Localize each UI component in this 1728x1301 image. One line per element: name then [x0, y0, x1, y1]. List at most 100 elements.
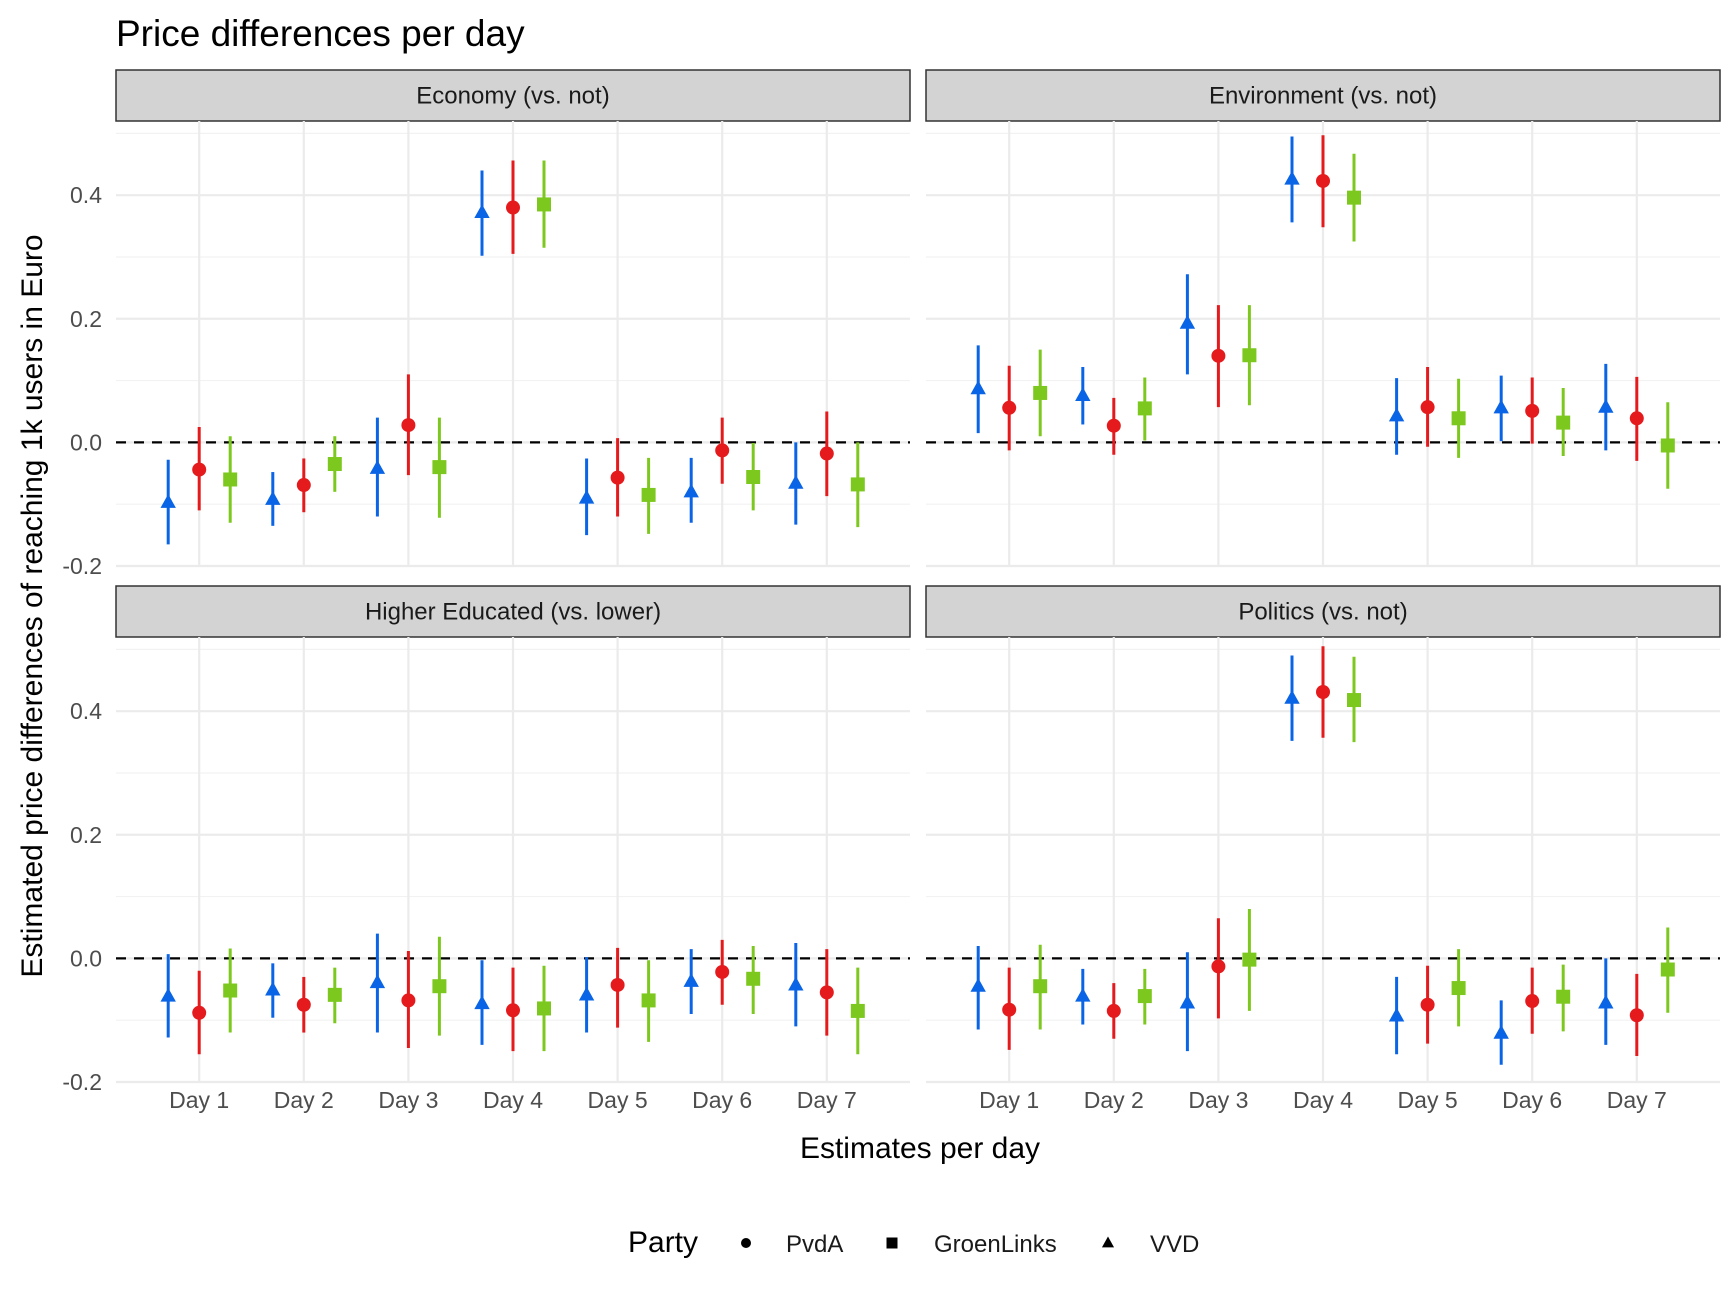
point-pvda: [1420, 997, 1435, 1012]
x-axis-title: Estimates per day: [800, 1132, 1040, 1165]
point-groenlinks: [1033, 385, 1048, 400]
y-tick-label: 0.4: [70, 698, 102, 724]
legend-key-circle-icon: [741, 1238, 751, 1248]
series-vvd: [970, 136, 1614, 455]
point-pvda: [1525, 994, 1540, 1009]
point-pvda: [1211, 959, 1226, 974]
point-groenlinks: [1660, 962, 1675, 977]
y-tick-label: 0.0: [70, 945, 102, 971]
point-groenlinks: [1451, 411, 1466, 426]
point-pvda: [1211, 348, 1226, 363]
x-tick-label: Day 5: [1398, 1087, 1458, 1113]
point-groenlinks: [432, 460, 447, 475]
point-pvda: [715, 964, 730, 979]
panel-economy-vs-not: Economy (vs. not) -0.2 0.0 0.2 0.4: [62, 69, 911, 579]
series-groenlinks: [1033, 153, 1675, 489]
point-vvd: [1493, 1024, 1509, 1039]
point-vvd: [474, 995, 490, 1010]
point-vvd: [1179, 994, 1196, 1009]
point-groenlinks: [1137, 989, 1152, 1004]
point-pvda: [610, 977, 625, 992]
point-groenlinks: [1347, 190, 1361, 205]
point-groenlinks: [641, 487, 656, 502]
point-vvd: [369, 460, 386, 474]
series-vvd: [160, 170, 804, 545]
strip-economy-vs-not: [115, 69, 911, 122]
point-groenlinks: [641, 993, 656, 1008]
panel-environment-vs-not: Environment (vs. not): [925, 69, 1721, 568]
legend-label: VVD: [1150, 1231, 1199, 1258]
point-vvd: [578, 489, 595, 504]
panel-higher-educated-vs-lower: Higher Educated (vs. lower) -0.2 0.0 0.2 0.4…: [62, 585, 911, 1113]
y-tick-label: 0.4: [70, 182, 102, 208]
x-tick-label: Day 2: [1084, 1087, 1144, 1113]
series-pvda: [192, 939, 834, 1055]
point-pvda: [296, 997, 311, 1012]
panel-politics-vs-not: Politics (vs. not) Day 1 Day 2 Day 3 Day 4 Da…: [925, 585, 1721, 1113]
point-pvda: [1629, 411, 1644, 426]
x-tick-label: Day 1: [169, 1087, 229, 1113]
point-groenlinks: [537, 197, 551, 212]
point-pvda: [819, 446, 834, 461]
series-vvd: [160, 933, 804, 1045]
point-pvda: [1629, 1008, 1644, 1023]
legend-item-vvd: VVD: [1101, 1231, 1199, 1258]
strip-politics-vs-not: [925, 585, 1721, 638]
x-tick-label: Day 1: [979, 1087, 1039, 1113]
point-pvda: [296, 478, 311, 493]
strip-label-politics-vs-not: Politics (vs. not): [1238, 599, 1407, 626]
point-pvda: [506, 1003, 520, 1018]
point-pvda: [715, 443, 730, 458]
point-vvd: [1179, 314, 1196, 329]
point-pvda: [1525, 403, 1540, 418]
point-groenlinks: [1556, 415, 1571, 430]
point-groenlinks: [327, 457, 342, 472]
legend-label: PvdA: [786, 1231, 843, 1258]
point-groenlinks: [1137, 401, 1152, 416]
x-tick-label: Day 5: [588, 1087, 648, 1113]
series-pvda: [1002, 646, 1644, 1057]
point-pvda: [1106, 1003, 1121, 1018]
point-vvd: [1598, 994, 1614, 1009]
point-pvda: [1002, 1002, 1017, 1017]
y-axis-title: Estimated price differences of reaching …: [16, 234, 49, 977]
point-vvd: [788, 976, 804, 991]
strip-environment-vs-not: [925, 69, 1721, 122]
strip-label-higher-educated-vs-lower: Higher Educated (vs. lower): [365, 599, 661, 626]
point-vvd: [160, 987, 176, 1002]
point-vvd: [1598, 398, 1614, 413]
legend-item-groenlinks: GroenLinks: [886, 1231, 1057, 1258]
point-groenlinks: [537, 1001, 551, 1016]
strip-higher-educated-vs-lower: [115, 585, 911, 638]
point-pvda: [1316, 173, 1330, 188]
point-pvda: [610, 470, 625, 485]
point-groenlinks: [1242, 348, 1257, 363]
point-vvd: [265, 491, 281, 505]
strip-label-economy-vs-not: Economy (vs. not): [416, 83, 609, 110]
x-tick-label: Day 2: [274, 1087, 334, 1113]
point-groenlinks: [746, 971, 761, 986]
legend-item-pvda: PvdA: [741, 1231, 843, 1258]
series-vvd: [970, 655, 1614, 1065]
point-groenlinks: [1033, 979, 1048, 994]
point-vvd: [160, 494, 176, 508]
point-pvda: [1106, 418, 1121, 433]
facet-panels: Economy (vs. not) -0.2 0.0 0.2 0.4 Environmen…: [62, 69, 1721, 1113]
point-vvd: [1388, 1007, 1405, 1022]
x-tick-label: Day 7: [1607, 1087, 1667, 1113]
legend: Party PvdA GroenLinks VVD: [628, 1226, 1199, 1259]
point-groenlinks: [223, 472, 238, 487]
point-vvd: [1284, 689, 1300, 704]
legend-key-triangle-icon: [1101, 1236, 1115, 1248]
point-pvda: [1420, 400, 1435, 415]
point-groenlinks: [1660, 438, 1675, 453]
point-groenlinks: [1347, 693, 1361, 708]
point-vvd: [1388, 407, 1405, 422]
legend-label: GroenLinks: [934, 1231, 1057, 1258]
point-vvd: [788, 474, 804, 489]
point-groenlinks: [1242, 952, 1257, 967]
y-tick-label: -0.2: [62, 553, 102, 579]
